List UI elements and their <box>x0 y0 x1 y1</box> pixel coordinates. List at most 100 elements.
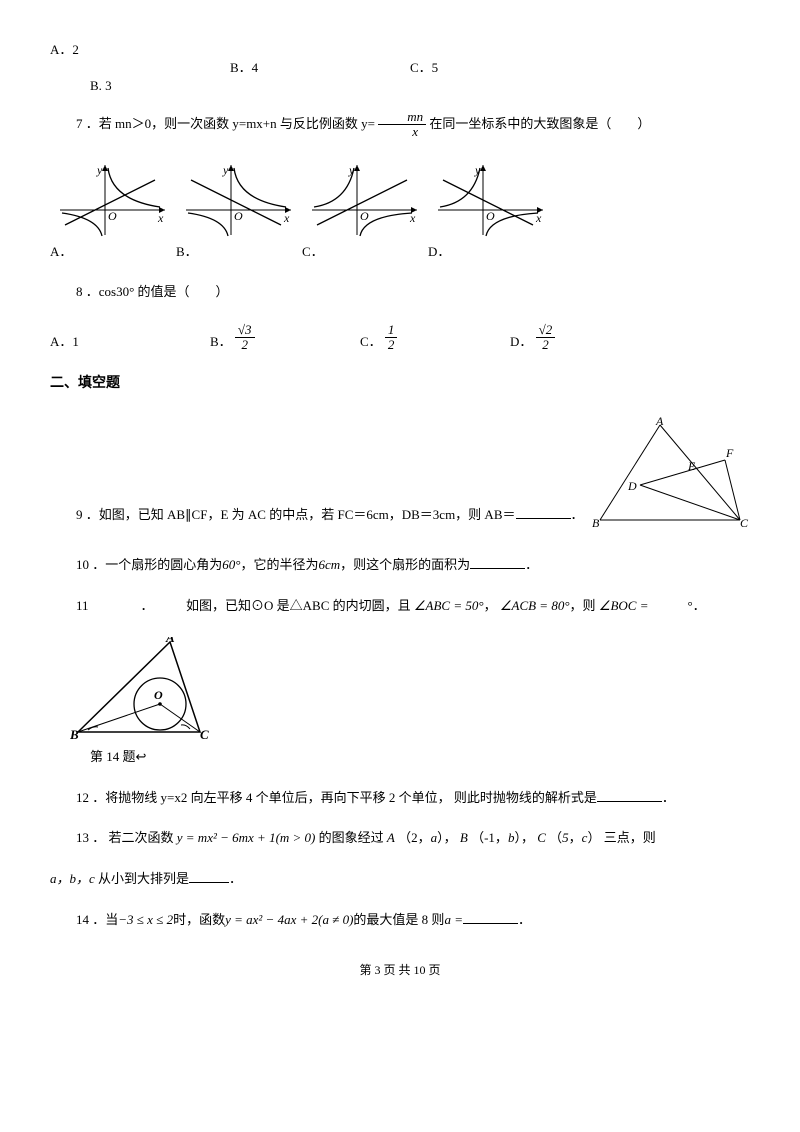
q7-fraction: mn x <box>378 110 426 140</box>
q11-ang1: ∠ABC = 50° <box>414 598 484 613</box>
q10-c: ，则这个扇形的面积为 <box>340 557 470 572</box>
q14-b: 时，函数 <box>173 912 225 927</box>
q12-b: ． <box>662 790 675 805</box>
q14-blank[interactable] <box>463 910 518 924</box>
q9: A B C D E F 9 ．如图，已知 AB∥CF，E 为 AC 的中点，若 … <box>50 415 750 535</box>
q13-pC: （ <box>549 830 562 845</box>
q13-pC2: ， <box>569 830 582 845</box>
svg-text:A: A <box>655 415 664 428</box>
label-a: A． <box>50 242 170 263</box>
q9-figure: A B C D E F <box>590 415 750 530</box>
label-b: B． <box>176 242 296 263</box>
q14-eq: y = ax² − 4ax + 2(a ≠ 0) <box>225 912 353 927</box>
q11-a: 11 ． 如图，已知⊙O 是△ABC 的内切圆，且 <box>76 598 411 613</box>
q9-text: 9 ．如图，已知 AB∥CF，E 为 AC 的中点，若 FC＝6cm，DB＝3c… <box>76 507 516 522</box>
svg-text:x: x <box>283 211 290 225</box>
q13-line2: a，b，c 从小到大排列是 ． <box>50 869 750 890</box>
q7: 7 ．若 mn＞0，则一次函数 y=mx+n 与反比例函数 y= mn x 在同… <box>50 110 750 140</box>
q14-a: 14 ．当 <box>76 912 118 927</box>
q8-d-num: √2 <box>536 323 556 338</box>
page-footer: 第 3 页 共 10 页 <box>50 961 750 980</box>
q13-a: 13 ． 若二次函数 <box>76 830 174 845</box>
opt-c: C．5 <box>410 58 438 79</box>
q8-options: A．1 B． √32 C． 12 D． √22 <box>50 323 750 353</box>
q13-pB: （-1， <box>471 830 508 845</box>
q14-d: ． <box>518 912 531 927</box>
svg-text:x: x <box>157 211 164 225</box>
q8-c-num: 1 <box>385 323 398 338</box>
q12-a: 12 ．将抛物线 y=x2 向左平移 4 个单位后，再向下平移 2 个单位， 则… <box>76 790 597 805</box>
q8-c-label: C． <box>360 334 382 349</box>
q13-eB: ）， <box>514 830 534 845</box>
q11-ang3: ∠BOC = <box>599 598 649 613</box>
q13-pA: （2， <box>398 830 431 845</box>
q10-blank[interactable] <box>470 555 525 569</box>
svg-text:D: D <box>627 479 637 493</box>
q10-a: 10 ．一个扇形的圆心角为 <box>76 557 222 572</box>
svg-text:O: O <box>234 209 243 223</box>
section-fill-blank: 二、填空题 <box>50 373 750 395</box>
q12-blank[interactable] <box>597 788 662 802</box>
q8-text: 8 ．cos30° 的值是（ ） <box>50 282 750 303</box>
q8-d-den: 2 <box>536 338 556 352</box>
q14-c: 的最大值是 8 则 <box>353 912 444 927</box>
svg-text:A: A <box>165 637 175 645</box>
q13-blank[interactable] <box>189 869 229 883</box>
q8-d-label: D． <box>510 334 532 349</box>
svg-text:O: O <box>108 209 117 223</box>
q6-options: A．2 B．4 C．5 B. 3 <box>50 40 750 90</box>
svg-text:C: C <box>740 516 749 530</box>
svg-text:O: O <box>154 688 163 702</box>
q13-b: 的图象经过 <box>319 830 384 845</box>
q10: 10 ．一个扇形的圆心角为60°，它的半径为6cm，则这个扇形的面积为 ． <box>50 555 750 576</box>
svg-text:E: E <box>687 459 696 473</box>
q8-d: D． √22 <box>510 323 555 353</box>
q11-b: ，则 <box>570 598 596 613</box>
graph-b: y x O B． <box>176 160 296 263</box>
q13-A: A <box>387 830 395 845</box>
opt-b-bot: B. 3 <box>90 76 112 97</box>
q13-tail: 三点，则 <box>604 830 656 845</box>
q7-prefix: 7 ．若 mn＞0，则一次函数 y=mx+n 与反比例函数 y= <box>76 116 375 131</box>
q11-ang2: ∠ACB = 80° <box>500 598 570 613</box>
q8-b-num: √3 <box>235 323 255 338</box>
graph-a: y x O A． <box>50 160 170 263</box>
q14-rng: −3 ≤ x ≤ 2 <box>118 912 173 927</box>
label-d: D． <box>428 242 548 263</box>
svg-text:B: B <box>70 727 79 742</box>
q13-l2b: 从小到大排列是 <box>95 871 189 886</box>
q9-tail: ． <box>571 507 584 522</box>
q7-graphs: y x O A． y x O B． y x O <box>50 160 750 263</box>
q10-r: 6cm <box>318 557 340 572</box>
q13-l2a: a，b，c <box>50 871 95 886</box>
q13-Bl: B <box>460 830 468 845</box>
q11-c: °． <box>648 598 705 613</box>
svg-text:B: B <box>592 516 600 530</box>
q9-blank[interactable] <box>516 505 571 519</box>
q11: 11 ． 如图，已知⊙O 是△ABC 的内切圆，且 ∠ABC = 50°， ∠A… <box>50 596 750 617</box>
graph-d: y x O D． <box>428 160 548 263</box>
svg-text:O: O <box>486 209 495 223</box>
opt-a: A．2 <box>50 40 79 61</box>
graph-c: y x O C． <box>302 160 422 263</box>
q13-eq: y = mx² − 6mx + 1(m > 0) <box>177 830 316 845</box>
q10-deg: 60° <box>222 557 240 572</box>
q8-c: C． 12 <box>360 323 510 353</box>
q13-eA: ）， <box>437 830 457 845</box>
q13-l2c: ． <box>229 871 242 886</box>
q8-b: B． √32 <box>210 323 360 353</box>
frac-den: x <box>378 125 426 139</box>
q8-b-label: B． <box>210 334 232 349</box>
q8-b-den: 2 <box>235 338 255 352</box>
svg-text:y: y <box>222 163 229 177</box>
svg-text:F: F <box>725 446 734 460</box>
q13-Cl: C <box>537 830 546 845</box>
frac-num: mn <box>378 110 426 125</box>
q7-suffix: 在同一坐标系中的大致图象是（ ） <box>429 116 650 131</box>
q14-va: a = <box>444 912 463 927</box>
q14: 14 ．当−3 ≤ x ≤ 2时，函数y = ax² − 4ax + 2(a ≠… <box>50 910 750 931</box>
q10-b: ，它的半径为 <box>240 557 318 572</box>
q8-c-den: 2 <box>385 338 398 352</box>
q10-d: ． <box>525 557 538 572</box>
q11-caption: 第 14 题↩ <box>90 747 750 768</box>
